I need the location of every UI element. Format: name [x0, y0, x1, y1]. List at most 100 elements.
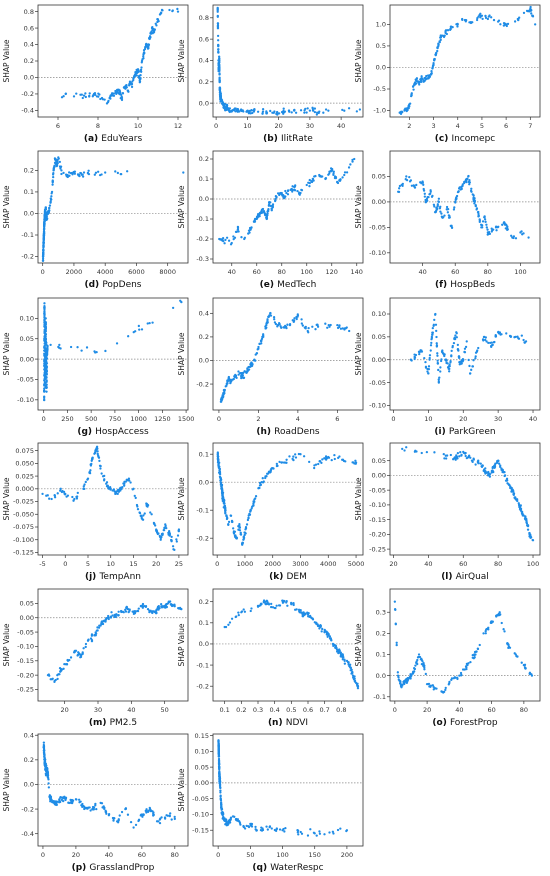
- scatter-point: [217, 458, 220, 461]
- scatter-point: [523, 341, 526, 344]
- scatter-point: [413, 357, 416, 361]
- scatter-point: [436, 352, 439, 355]
- scatter-point: [267, 315, 270, 318]
- scatter-point: [110, 92, 114, 95]
- subplot-letter: (h): [256, 427, 274, 437]
- scatter-point: [314, 328, 317, 331]
- scatter-point: [242, 608, 245, 611]
- scatter-point: [469, 661, 472, 664]
- scatter-point: [141, 605, 144, 608]
- scatter-point: [127, 610, 130, 614]
- scatter-point: [499, 464, 502, 467]
- scatter-point: [170, 540, 173, 543]
- scatter-point: [240, 375, 243, 379]
- scatter-point: [171, 545, 175, 548]
- scatter-point: [449, 361, 452, 364]
- scatter-point: [509, 486, 512, 490]
- scatter-point: [255, 352, 258, 355]
- scatter-point: [114, 491, 118, 494]
- scatter-point: [423, 195, 426, 198]
- scatter-point: [119, 489, 122, 492]
- y-tick-label: -0.4: [21, 830, 34, 838]
- scatter-point: [58, 343, 61, 346]
- scatter-point: [484, 14, 487, 18]
- y-tick-label: 0.0: [199, 478, 209, 486]
- scatter-point: [481, 226, 484, 229]
- scatter-point: [526, 524, 530, 527]
- scatter-point: [177, 529, 180, 532]
- scatter-point: [109, 94, 112, 97]
- scatter-point: [104, 618, 108, 621]
- scatter-point: [43, 371, 47, 374]
- scatter-point: [217, 752, 220, 755]
- scatter-point: [424, 78, 428, 81]
- scatter-point: [225, 515, 228, 518]
- x-tick-label: 2: [407, 122, 411, 130]
- scatter-point: [156, 20, 159, 24]
- axes-frame: [212, 297, 364, 411]
- scatter-point: [266, 828, 269, 831]
- scatter-point: [451, 346, 454, 349]
- scatter-point: [459, 671, 463, 675]
- scatter-point: [413, 184, 416, 188]
- scatter-point: [125, 605, 128, 609]
- scatter-point: [431, 684, 434, 687]
- scatter-point: [72, 651, 76, 654]
- scatter-point: [324, 176, 328, 180]
- x-tick-label: 40: [228, 268, 236, 276]
- scatter-point: [324, 108, 328, 111]
- scatter-point: [220, 491, 224, 494]
- scatter-point: [168, 533, 171, 537]
- scatter-point: [89, 809, 92, 812]
- x-tick-label: 0: [42, 415, 46, 423]
- scatter-point: [103, 98, 106, 101]
- scatter-point: [315, 834, 318, 837]
- scatter-point: [251, 505, 254, 508]
- scatter-point: [303, 111, 306, 114]
- scatter-point: [101, 622, 105, 626]
- scatter-point: [47, 782, 50, 785]
- scatter-point: [69, 656, 73, 659]
- scatter-point: [82, 94, 86, 97]
- scatter-point: [168, 8, 171, 12]
- scatter-point: [454, 201, 457, 204]
- scatter-point: [304, 327, 307, 330]
- scatter-point: [48, 497, 51, 500]
- scatter-point: [88, 95, 91, 98]
- scatter-point: [45, 379, 48, 382]
- scatter-point: [217, 744, 220, 747]
- scatter-point: [237, 373, 240, 376]
- scatter-point: [42, 743, 45, 747]
- scatter-point: [528, 531, 531, 535]
- scatter-point: [44, 768, 47, 772]
- scatter-point: [297, 452, 301, 456]
- scatter-point: [317, 462, 320, 466]
- scatter-point: [155, 531, 159, 534]
- x-axis-label: (h) RoadDens: [256, 427, 320, 437]
- scatter-point: [270, 602, 273, 606]
- scatter-point: [252, 500, 255, 504]
- scatter-point: [96, 450, 99, 453]
- scatter-point: [293, 189, 297, 192]
- scatter-point: [490, 341, 493, 344]
- scatter-point: [113, 817, 116, 820]
- scatter-point: [282, 107, 285, 110]
- scatter-point: [43, 383, 46, 386]
- scatter-point: [217, 746, 220, 749]
- scatter-point: [422, 187, 425, 191]
- scatter-point: [84, 92, 87, 95]
- scatter-point: [229, 514, 232, 517]
- scatter-point: [268, 825, 272, 828]
- scatter-point: [455, 332, 458, 335]
- scatter-point: [145, 45, 149, 48]
- scatter-point: [282, 326, 285, 329]
- scatter-point: [406, 678, 410, 682]
- scatter-point: [69, 345, 73, 349]
- subplot-letter: (i): [434, 427, 448, 437]
- scatter-point: [429, 349, 432, 352]
- y-axis-label: SHAP Value: [177, 623, 186, 666]
- scatter-point: [309, 828, 312, 831]
- subplot-variable: EduYears: [101, 134, 142, 144]
- x-tick-label: 1250: [154, 415, 171, 423]
- scatter-point: [164, 524, 167, 528]
